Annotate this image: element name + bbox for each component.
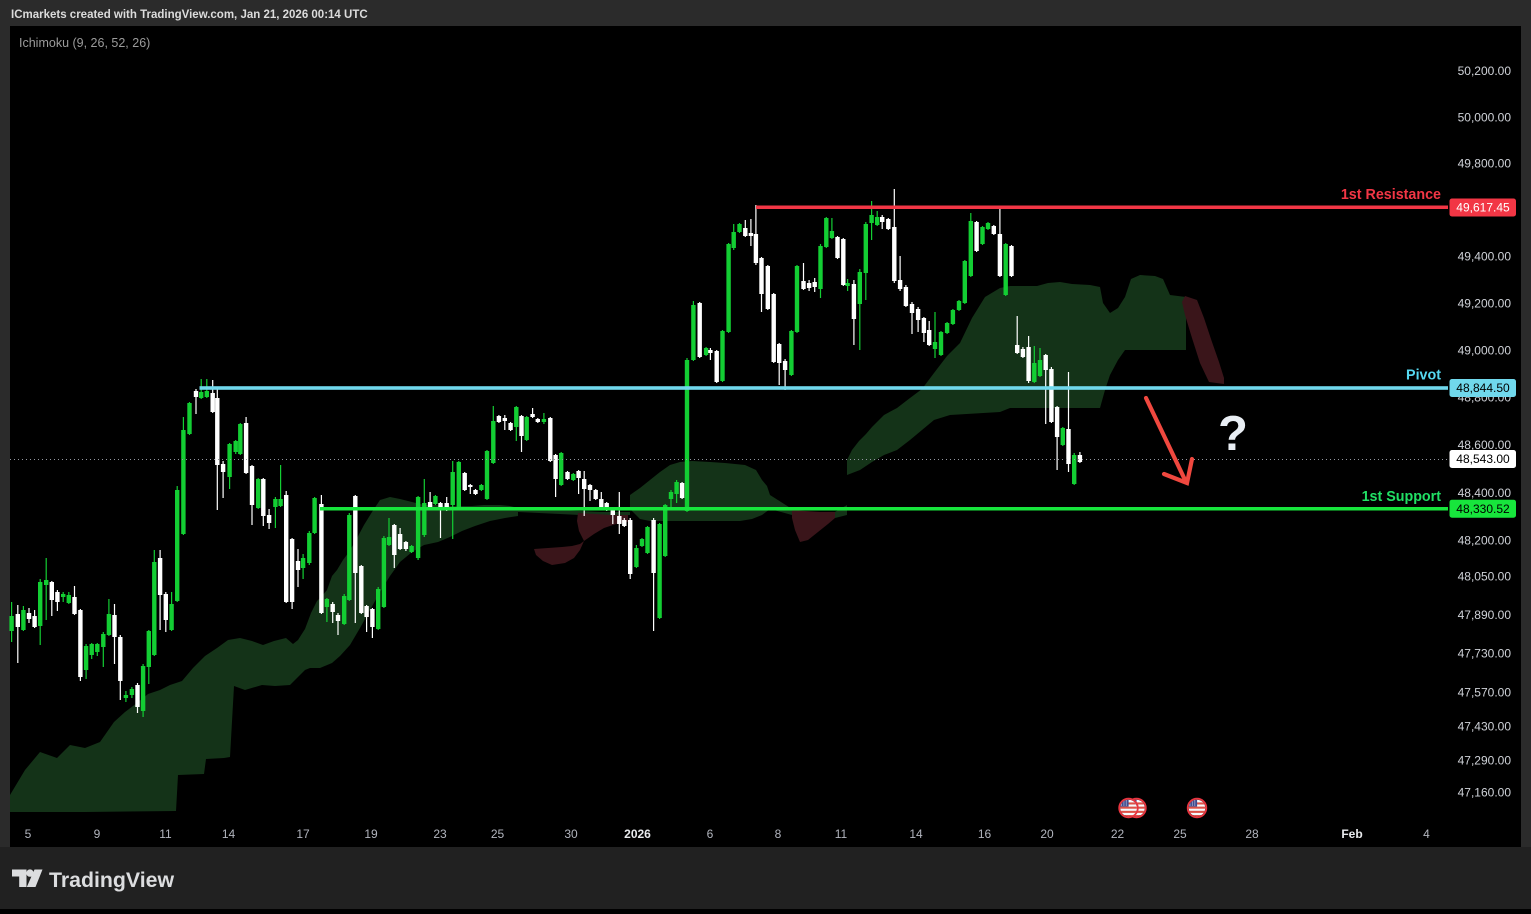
svg-text:ICmarkets created with Trading: ICmarkets created with TradingView.com, …	[11, 9, 368, 21]
svg-text:25: 25	[1173, 827, 1187, 841]
svg-text:48,330.52: 48,330.52	[1456, 502, 1510, 516]
svg-text:48,600.00: 48,600.00	[1458, 438, 1512, 452]
svg-text:9: 9	[94, 827, 101, 841]
svg-text:30: 30	[564, 827, 578, 841]
svg-text:47,290.00: 47,290.00	[1458, 754, 1512, 768]
svg-text:25: 25	[491, 827, 505, 841]
svg-text:20: 20	[1040, 827, 1054, 841]
svg-text:49,617.45: 49,617.45	[1456, 201, 1510, 215]
svg-text:47,730.00: 47,730.00	[1458, 647, 1512, 661]
svg-text:11: 11	[159, 827, 172, 841]
svg-text:1st Support: 1st Support	[1362, 489, 1442, 505]
svg-text:48,844.50: 48,844.50	[1456, 381, 1510, 395]
svg-text:2026: 2026	[624, 827, 651, 841]
svg-text:28: 28	[1245, 827, 1259, 841]
svg-text:16: 16	[978, 827, 992, 841]
svg-text:14: 14	[222, 827, 236, 841]
svg-text:23: 23	[433, 827, 447, 841]
svg-text:19: 19	[364, 827, 378, 841]
svg-text:50,200.00: 50,200.00	[1458, 64, 1512, 78]
svg-text:48,543.00: 48,543.00	[1456, 452, 1510, 466]
svg-text:48,050.00: 48,050.00	[1458, 570, 1512, 584]
svg-text:47,430.00: 47,430.00	[1458, 720, 1512, 734]
svg-text:Pivot: Pivot	[1406, 368, 1441, 384]
svg-text:4: 4	[1423, 827, 1430, 841]
svg-text:49,400.00: 49,400.00	[1458, 250, 1512, 264]
svg-text:49,200.00: 49,200.00	[1458, 297, 1512, 311]
svg-text:22: 22	[1111, 827, 1125, 841]
svg-text:48,200.00: 48,200.00	[1458, 534, 1512, 548]
svg-text:11: 11	[835, 827, 848, 841]
svg-text:47,570.00: 47,570.00	[1458, 686, 1512, 700]
svg-text:50,000.00: 50,000.00	[1458, 110, 1512, 124]
svg-text:6: 6	[707, 827, 714, 841]
svg-text:?: ?	[1218, 407, 1248, 461]
svg-text:Ichimoku (9, 26, 52, 26): Ichimoku (9, 26, 52, 26)	[19, 36, 150, 50]
svg-text:47,890.00: 47,890.00	[1458, 608, 1512, 622]
svg-text:TradingView: TradingView	[49, 868, 174, 892]
svg-text:49,000.00: 49,000.00	[1458, 344, 1512, 358]
svg-text:1st Resistance: 1st Resistance	[1341, 187, 1441, 203]
svg-text:5: 5	[25, 827, 32, 841]
svg-text:49,800.00: 49,800.00	[1458, 157, 1512, 171]
svg-text:17: 17	[296, 827, 310, 841]
svg-text:8: 8	[775, 827, 782, 841]
svg-text:47,160.00: 47,160.00	[1458, 785, 1512, 799]
svg-text:14: 14	[909, 827, 923, 841]
svg-text:48,400.00: 48,400.00	[1458, 486, 1512, 500]
svg-text:Feb: Feb	[1341, 827, 1362, 841]
